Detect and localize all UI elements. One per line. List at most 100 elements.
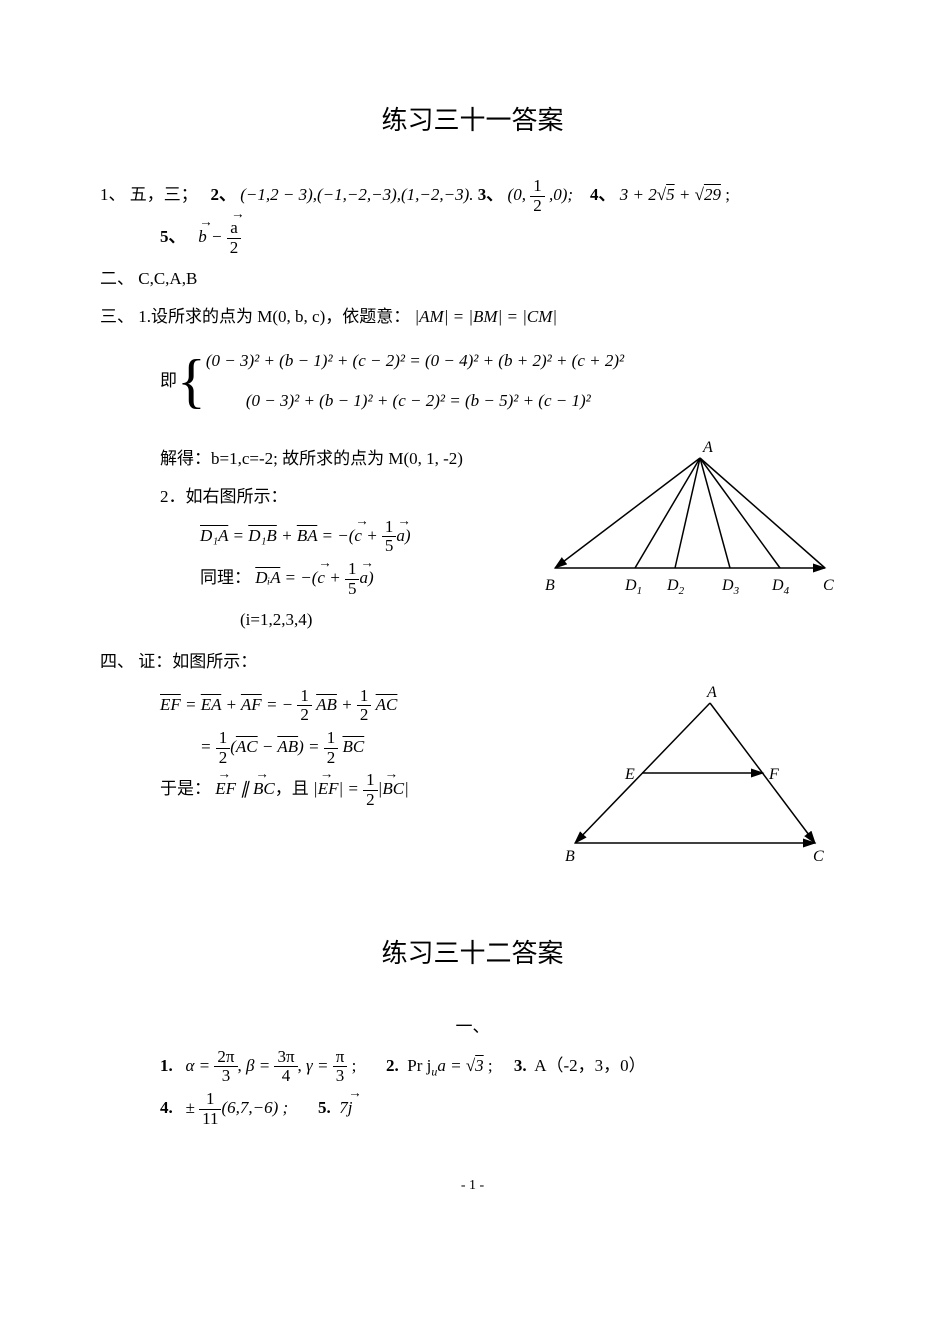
q3-prefix: 3、 [478, 185, 504, 204]
sec3-eq-label: 即 [160, 364, 177, 398]
sec4-intro: 证：如图所示： [138, 652, 257, 671]
ceq: = [343, 779, 363, 798]
q5-frac-num-vec: a [230, 219, 238, 238]
dia: DᵢA [255, 568, 280, 587]
sec3-solve-text: 解得：b=1,c=-2; 故所求的点为 M(0, 1, -2) [160, 449, 463, 468]
eq2-fd: 5 [345, 580, 360, 599]
sec3-line2-eq2: 同理： DᵢA = −(c + 15a) [100, 560, 515, 598]
eq1-fn: 1 [382, 518, 397, 538]
bc: BC [342, 737, 364, 756]
ea: EA [201, 695, 221, 714]
h2d: 2 [357, 706, 372, 725]
label-D2: D2 [666, 577, 685, 597]
sec4-concl: 于是： EF ∥ BC，且 |EF| = 12|BC| [100, 771, 535, 809]
bn: 3π [274, 1048, 297, 1068]
eq1-fd: 5 [382, 537, 397, 556]
sec3-line2-intro: 2．如右图所示： [100, 480, 515, 514]
f11: 111 [199, 1090, 221, 1128]
sec3-eq1: (0 − 3)² + (b − 1)² + (c − 2)² = (0 − 4)… [206, 344, 624, 378]
q5-frac: a 2 [227, 219, 242, 257]
p32-4: 4. [160, 1098, 173, 1117]
gf1: π3 [333, 1048, 348, 1086]
label-A: A [702, 439, 713, 456]
diagram-31a-container: A B D1 D2 D3 D4 C [535, 438, 845, 613]
h1: 12 [297, 687, 312, 725]
sec3-line2-eq1: D₁A = D₁B + BA = −(c + 15a) [100, 518, 515, 556]
and: ，且 [275, 779, 309, 798]
h3n: 1 [216, 729, 231, 749]
q2: (−1,2 − 3),(−1,−2,−3),(1,−2,−3). [240, 185, 473, 204]
q3-frac: 1 2 [530, 177, 545, 215]
q5v: j [348, 1091, 353, 1125]
bf1: 3π4 [274, 1048, 297, 1086]
root3: √ [466, 1056, 475, 1075]
eq1-plus: + [277, 526, 297, 545]
an: 2π [214, 1048, 237, 1068]
af: AF [241, 695, 262, 714]
gamma: γ = [306, 1056, 333, 1075]
e1d: + [337, 695, 357, 714]
ef2: EF [215, 772, 236, 806]
ans31-row2: 5、 b − a 2 [100, 219, 845, 257]
q4-sqrt2-root: √ [695, 185, 704, 204]
document-page: 练习三十一答案 1、 五，三； 2、 (−1,2 − 3),(−1,−2,−3)… [0, 0, 945, 1234]
prj: Pr j [407, 1056, 431, 1075]
subhead-32: 一、 [100, 1010, 845, 1044]
diagram-31b-container: A B C E F [555, 683, 845, 873]
c-vec: c [354, 519, 362, 553]
q4-mid: + [675, 185, 695, 204]
q4-end: ; [721, 185, 730, 204]
q1: 五，三； [130, 185, 198, 204]
e1c: = − [262, 695, 298, 714]
sec2: 二、 C,C,A,B [100, 262, 845, 296]
h5d: 2 [363, 791, 378, 810]
d1a: D₁A [200, 526, 228, 545]
sec2-content: C,C,A,B [138, 269, 197, 288]
ans32-row2: 4. ± 111(6,7,−6) ; 5. 7 j [100, 1090, 845, 1128]
q3-frac-num: 1 [530, 177, 545, 197]
e2c: − [258, 737, 278, 756]
sq3: 3 [475, 1056, 484, 1075]
f11n: 1 [199, 1090, 221, 1110]
ac: AC [376, 695, 398, 714]
q4-a: 3 + 2 [620, 185, 657, 204]
a-vec: a [396, 519, 405, 553]
sec3-system: 即 { (0 − 3)² + (b − 1)² + (c − 2)² = (0 … [100, 338, 845, 424]
ad: 3 [214, 1067, 237, 1086]
ef: EF [160, 695, 181, 714]
gd: 3 [333, 1067, 348, 1086]
sec3-line1: 三、 1.设所求的点为 M(0, b, c)，依题意： |AM| = |BM| … [100, 300, 845, 334]
q1e: ; [347, 1056, 356, 1075]
lbl-C: C [813, 848, 824, 865]
e2a: = [200, 737, 216, 756]
e1a: = [181, 695, 201, 714]
lbl-E: E [624, 766, 635, 783]
beta: β = [246, 1056, 274, 1075]
q2e: ; [484, 1056, 493, 1075]
sec3-part2-row: 解得：b=1,c=-2; 故所求的点为 M(0, 1, -2) 2．如右图所示：… [100, 438, 845, 641]
label-D1: D1 [624, 577, 642, 597]
label-D3: D3 [721, 577, 740, 597]
q5-b: b [198, 220, 207, 254]
eq1-eq2: = −( [317, 526, 354, 545]
label-B: B [545, 577, 555, 594]
h2n: 1 [357, 687, 372, 707]
ans32-row1: 1. α = 2π3, β = 3π4, γ = π3 ; 2. Pr jua … [100, 1048, 845, 1086]
af1: 2π3 [214, 1048, 237, 1086]
e2d: ) = [298, 737, 324, 756]
title-32: 练习三十二答案 [100, 933, 845, 970]
q5-frac-den: 2 [227, 239, 242, 258]
h4n: 1 [324, 729, 339, 749]
q4-sqrt1-root: √ [657, 185, 666, 204]
q5-minus: − [211, 227, 227, 246]
sec4-eq2: = 12(AC − AB) = 12 BC [100, 729, 535, 767]
q3-frac-den: 2 [530, 197, 545, 216]
c-vec2: c [317, 561, 325, 595]
gn: π [333, 1048, 348, 1068]
ba: BA [297, 526, 317, 545]
prja: a = [437, 1056, 465, 1075]
p32-2: 2. [386, 1056, 399, 1075]
e1b: + [221, 695, 241, 714]
sec3-line2-range: (i=1,2,3,4) [100, 603, 515, 637]
triangle-fan-diagram: A B D1 D2 D3 D4 C [535, 438, 845, 613]
